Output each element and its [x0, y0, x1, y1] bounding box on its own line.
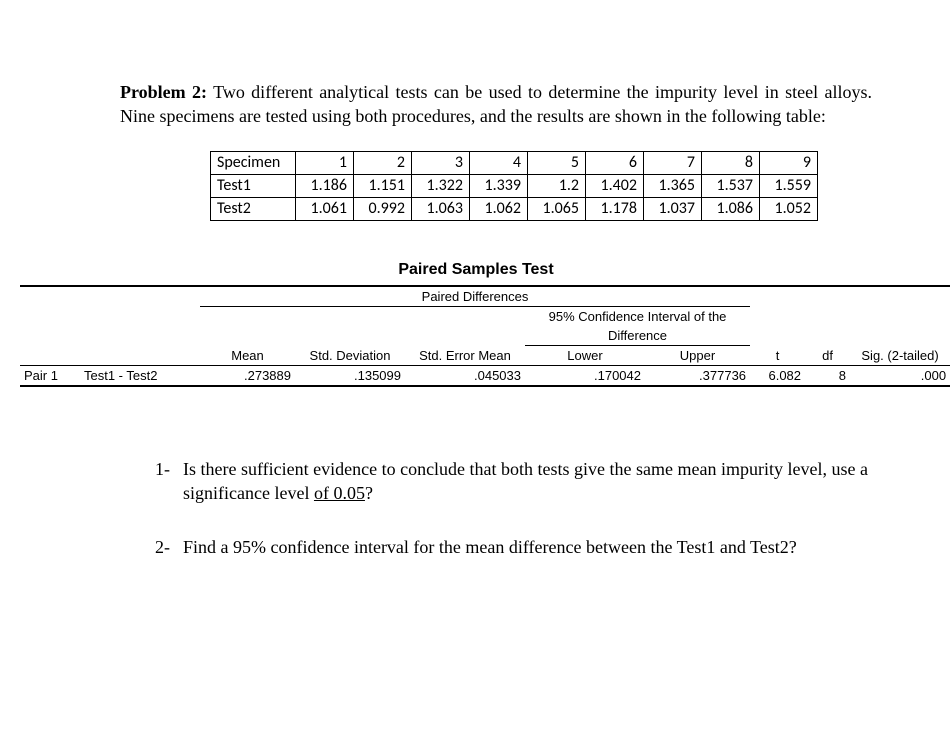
cell: 1.178 [586, 197, 644, 220]
question-1: 1- Is there sufficient evidence to concl… [155, 457, 872, 506]
questions: 1- Is there sufficient evidence to concl… [155, 457, 872, 560]
row-label-test2: Test2 [211, 197, 296, 220]
col-t: t [750, 345, 805, 365]
cell: 1.2 [528, 174, 586, 197]
blank [750, 306, 950, 326]
val-t: 6.082 [750, 365, 805, 386]
blank [750, 326, 950, 346]
blank [20, 326, 525, 346]
table-row: Mean Std. Deviation Std. Error Mean Lowe… [20, 345, 950, 365]
cell: 4 [470, 151, 528, 174]
cell: 1.186 [296, 174, 354, 197]
cell: 9 [760, 151, 818, 174]
cell: 3 [412, 151, 470, 174]
table-row: Test1 1.186 1.151 1.322 1.339 1.2 1.402 … [211, 174, 818, 197]
val-lower: .170042 [525, 365, 645, 386]
cell: 1.339 [470, 174, 528, 197]
cell: 0.992 [354, 197, 412, 220]
q1-part-c: ? [365, 483, 373, 503]
val-sig: .000 [850, 365, 950, 386]
ci-header-2: Difference [525, 326, 750, 346]
q1-number: 1- [155, 457, 183, 506]
table-row: Paired Differences [20, 286, 950, 307]
blank [20, 306, 525, 326]
col-sig: Sig. (2-tailed) [850, 345, 950, 365]
problem-statement: Problem 2: Two different analytical test… [120, 80, 872, 129]
cell: 1.062 [470, 197, 528, 220]
cell: 1.151 [354, 174, 412, 197]
q1-text: Is there sufficient evidence to conclude… [183, 457, 872, 506]
cell: 1.365 [644, 174, 702, 197]
question-2: 2- Find a 95% confidence interval for th… [155, 535, 872, 559]
pd-header: Paired Differences [200, 286, 750, 307]
table-row: 95% Confidence Interval of the [20, 306, 950, 326]
col-sem: Std. Error Mean [405, 345, 525, 365]
val-mean: .273889 [200, 365, 295, 386]
cell: 1.037 [644, 197, 702, 220]
pair-desc: Test1 - Test2 [80, 365, 200, 386]
val-sem: .045033 [405, 365, 525, 386]
col-std: Std. Deviation [295, 345, 405, 365]
cell: 1.559 [760, 174, 818, 197]
table-row: Specimen 1 2 3 4 5 6 7 8 9 [211, 151, 818, 174]
val-std: .135099 [295, 365, 405, 386]
col-df: df [805, 345, 850, 365]
col-mean: Mean [200, 345, 295, 365]
table-row: Difference [20, 326, 950, 346]
table-row: Test2 1.061 0.992 1.063 1.062 1.065 1.17… [211, 197, 818, 220]
paired-samples-test: Paired Samples Test Paired Differences [20, 261, 932, 387]
cell: 6 [586, 151, 644, 174]
cell: 1.086 [702, 197, 760, 220]
col-lower: Lower [525, 345, 645, 365]
cell: 1 [296, 151, 354, 174]
ci-header-1: 95% Confidence Interval of the [525, 306, 750, 326]
cell: 1.052 [760, 197, 818, 220]
data-table: Specimen 1 2 3 4 5 6 7 8 9 Test1 1.186 1… [210, 151, 818, 221]
blank [20, 345, 200, 365]
val-upper: .377736 [645, 365, 750, 386]
page: Problem 2: Two different analytical test… [0, 0, 952, 737]
cell: 7 [644, 151, 702, 174]
pst-table: Paired Differences 95% Confidence Interv… [20, 285, 950, 387]
cell: 8 [702, 151, 760, 174]
cell: 1.063 [412, 197, 470, 220]
q2-number: 2- [155, 535, 183, 559]
q1-part-b: of 0.05 [314, 483, 365, 503]
cell: 1.322 [412, 174, 470, 197]
cell: 2 [354, 151, 412, 174]
pair-label: Pair 1 [20, 365, 80, 386]
cell: 1.537 [702, 174, 760, 197]
problem-body: Two different analytical tests can be us… [120, 82, 872, 126]
table-row: Pair 1 Test1 - Test2 .273889 .135099 .04… [20, 365, 950, 386]
cell: 1.061 [296, 197, 354, 220]
cell: 5 [528, 151, 586, 174]
row-label-test1: Test1 [211, 174, 296, 197]
blank [20, 286, 200, 307]
col-upper: Upper [645, 345, 750, 365]
pst-title: Paired Samples Test [20, 261, 932, 279]
q2-text: Find a 95% confidence interval for the m… [183, 535, 872, 559]
cell: 1.402 [586, 174, 644, 197]
q1-part-a: Is there sufficient evidence to conclude… [183, 459, 868, 503]
cell: 1.065 [528, 197, 586, 220]
val-df: 8 [805, 365, 850, 386]
row-label-specimen: Specimen [211, 151, 296, 174]
problem-label: Problem 2: [120, 82, 207, 102]
blank [750, 286, 950, 307]
